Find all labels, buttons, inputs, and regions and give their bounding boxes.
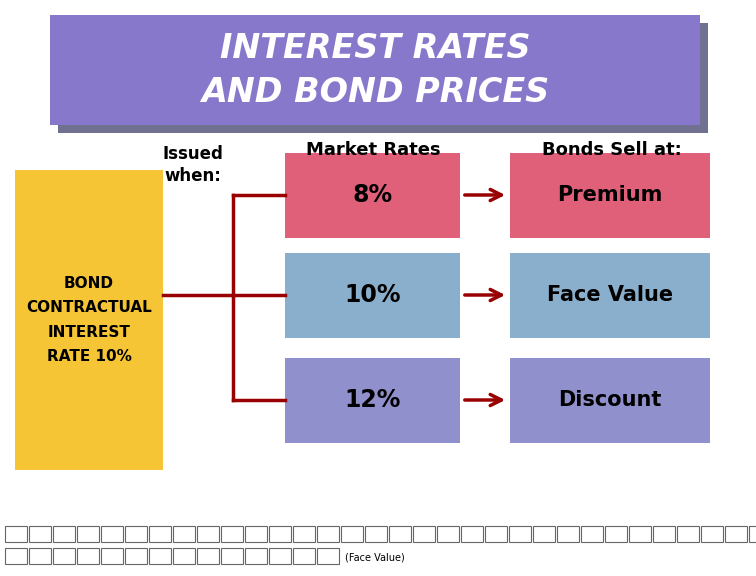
Bar	[245, 548, 267, 564]
Bar	[293, 526, 315, 542]
Text: Issued
when:: Issued when:	[163, 145, 224, 185]
Text: Discount: Discount	[559, 390, 662, 410]
Bar	[365, 526, 387, 542]
Bar	[29, 526, 51, 542]
Bar	[269, 526, 291, 542]
Bar	[341, 526, 363, 542]
Bar	[269, 548, 291, 564]
Bar	[509, 526, 531, 542]
Text: BOND
CONTRACTUAL
INTEREST
RATE 10%: BOND CONTRACTUAL INTEREST RATE 10%	[26, 275, 152, 365]
Bar	[58, 23, 708, 133]
Bar	[53, 526, 75, 542]
Text: Market Rates: Market Rates	[305, 141, 440, 159]
Bar	[461, 526, 483, 542]
Bar	[77, 548, 99, 564]
Text: 12%: 12%	[344, 388, 401, 412]
Bar	[749, 526, 756, 542]
Bar	[629, 526, 651, 542]
Bar	[510, 252, 710, 338]
Text: Bonds Sell at:: Bonds Sell at:	[542, 141, 682, 159]
Bar	[5, 526, 27, 542]
Bar	[437, 526, 459, 542]
Bar	[533, 526, 555, 542]
Bar	[53, 548, 75, 564]
Bar	[701, 526, 723, 542]
Bar	[389, 526, 411, 542]
Bar	[101, 526, 123, 542]
Text: INTEREST RATES: INTEREST RATES	[220, 32, 530, 65]
Bar	[510, 153, 710, 237]
Bar	[653, 526, 675, 542]
Bar	[50, 15, 700, 125]
Text: Face Value: Face Value	[547, 285, 673, 305]
Bar	[725, 526, 747, 542]
Bar	[221, 548, 243, 564]
Bar	[77, 526, 99, 542]
Text: 10%: 10%	[344, 283, 401, 307]
Bar	[221, 526, 243, 542]
Text: AND BOND PRICES: AND BOND PRICES	[201, 75, 549, 108]
Bar	[149, 526, 171, 542]
Bar	[285, 153, 460, 237]
Text: 8%: 8%	[352, 183, 392, 207]
Bar	[285, 252, 460, 338]
Bar	[581, 526, 603, 542]
Bar	[5, 548, 27, 564]
Bar	[197, 526, 219, 542]
Bar	[557, 526, 579, 542]
Bar	[510, 358, 710, 442]
Text: Premium: Premium	[557, 185, 663, 205]
Bar	[101, 548, 123, 564]
Bar	[125, 548, 147, 564]
Bar	[173, 548, 195, 564]
Bar	[605, 526, 627, 542]
Bar	[285, 358, 460, 442]
Bar	[317, 548, 339, 564]
Bar	[317, 526, 339, 542]
Bar	[149, 548, 171, 564]
Bar	[29, 548, 51, 564]
Bar	[197, 548, 219, 564]
Bar	[15, 170, 163, 470]
Bar	[485, 526, 507, 542]
Bar	[293, 548, 315, 564]
Bar	[125, 526, 147, 542]
Bar	[677, 526, 699, 542]
Bar	[413, 526, 435, 542]
Bar	[173, 526, 195, 542]
Bar	[245, 526, 267, 542]
Text: (Face Value): (Face Value)	[345, 553, 405, 563]
